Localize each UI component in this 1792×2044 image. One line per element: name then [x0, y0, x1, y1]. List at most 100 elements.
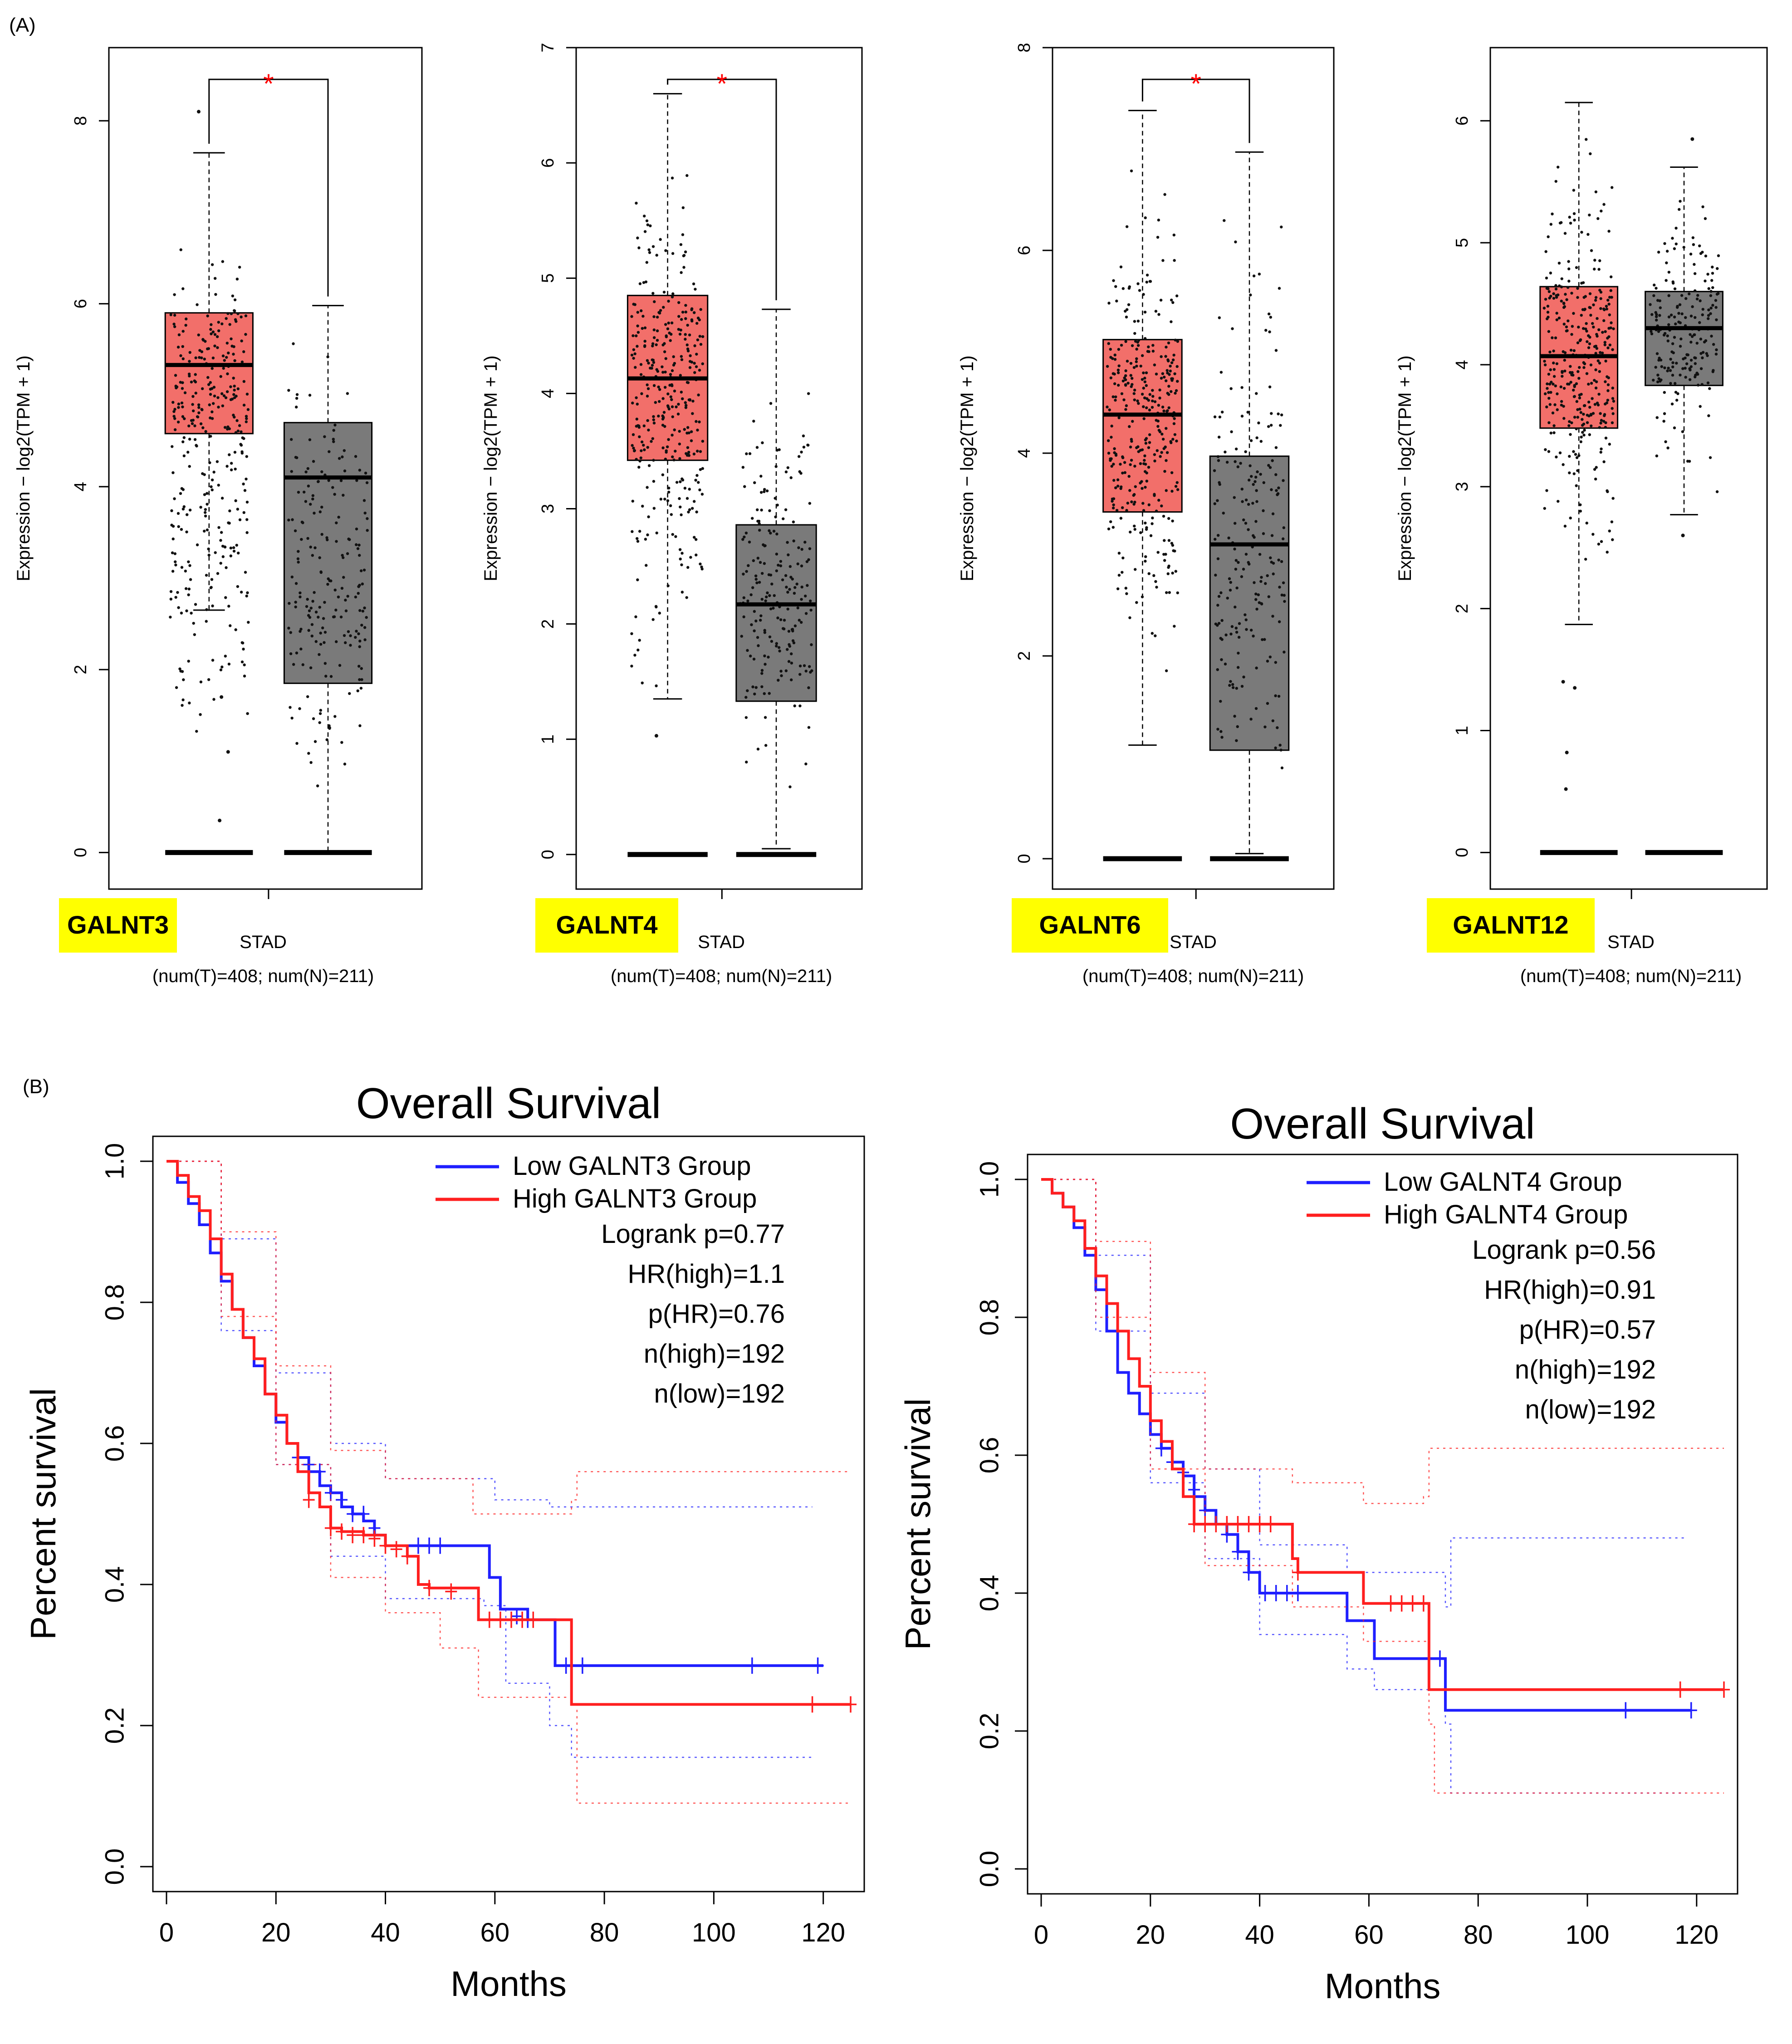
tumor-point: [1549, 271, 1552, 275]
tumor-point: [1581, 430, 1584, 434]
tumor-point: [1162, 409, 1165, 413]
x-tick-label: 80: [590, 1918, 619, 1947]
tumor-point: [1606, 490, 1609, 494]
censor-mark: [1718, 1681, 1730, 1698]
normal-point: [809, 670, 812, 674]
tumor-point: [220, 497, 224, 500]
normal-point: [807, 686, 810, 689]
normal-point: [1233, 496, 1236, 499]
tumor-point: [198, 356, 201, 359]
normal-point: [790, 678, 793, 681]
tumor-point: [216, 572, 220, 575]
normal-point: [308, 438, 312, 441]
x-axis-label: Months: [1325, 1966, 1441, 2006]
tumor-point: [224, 655, 227, 658]
tumor-point: [693, 311, 696, 314]
normal-point: [746, 649, 749, 652]
normal-point: [322, 617, 325, 620]
tumor-point: [640, 449, 643, 452]
normal-point: [1280, 560, 1283, 563]
tumor-point: [684, 333, 687, 336]
tumor-point: [191, 422, 194, 425]
tumor-point: [1133, 500, 1136, 504]
normal-point: [1282, 479, 1285, 482]
tumor-point: [1600, 447, 1603, 450]
normal-point: [1254, 592, 1258, 596]
tumor-point: [1143, 377, 1146, 380]
normal-point: [1282, 526, 1286, 529]
tumor-point: [240, 591, 243, 594]
normal-point: [300, 538, 303, 541]
tumor-point: [1119, 487, 1122, 490]
tumor-point: [1543, 360, 1546, 363]
tumor-point: [1139, 462, 1142, 465]
normal-point: [1650, 313, 1654, 316]
tumor-point: [1175, 294, 1179, 298]
tumor-point: [225, 465, 229, 468]
tumor-point: [1581, 418, 1584, 421]
tumor-point: [195, 444, 198, 447]
tumor-point: [1559, 385, 1562, 389]
censor-mark: [357, 1527, 370, 1544]
tumor-point: [1577, 454, 1581, 457]
tumor-point: [1596, 317, 1599, 320]
normal-point: [745, 570, 748, 573]
tumor-point: [1141, 392, 1144, 396]
normal-point: [758, 522, 761, 525]
normal-point: [295, 456, 299, 460]
tumor-point: [684, 310, 687, 314]
normal-point: [311, 497, 314, 501]
y-tick-label: 6: [539, 158, 558, 168]
stat-label: n(high)=192: [644, 1339, 785, 1369]
tumor-point: [659, 238, 662, 241]
tumor-point: [649, 224, 652, 228]
tumor-point: [1563, 232, 1567, 235]
normal-point: [1271, 512, 1275, 515]
tumor-point: [641, 504, 644, 508]
tumor-point: [1595, 380, 1598, 383]
tumor-point: [1572, 450, 1575, 453]
censor-mark: [1292, 1585, 1304, 1601]
tumor-point: [235, 543, 238, 547]
tumor-point: [1143, 470, 1147, 473]
normal-point: [319, 643, 323, 646]
tumor-point: [1136, 341, 1139, 344]
tumor-point: [1552, 431, 1556, 435]
significance-bracket: [1141, 78, 1250, 143]
normal-point: [1274, 694, 1277, 698]
normal-point: [748, 540, 751, 544]
tumor-point: [244, 571, 247, 574]
tumor-point: [1593, 468, 1596, 471]
tumor-point: [1169, 440, 1172, 443]
normal-point: [1650, 332, 1654, 336]
tumor-point: [225, 390, 229, 393]
tumor-point: [1144, 559, 1147, 563]
normal-point: [788, 785, 792, 788]
tumor-point: [1611, 386, 1614, 390]
tumor-point: [1547, 421, 1551, 425]
tumor-point: [231, 294, 235, 298]
y-tick-label: 0.4: [974, 1575, 1004, 1612]
tumor-point: [187, 660, 190, 663]
tumor-point: [1107, 439, 1110, 442]
tumor-point: [1596, 334, 1599, 338]
tumor-point: [1602, 307, 1606, 311]
tumor-point: [223, 359, 226, 362]
normal-point: [1269, 556, 1272, 559]
tumor-point: [666, 584, 670, 587]
tumor-point: [1582, 366, 1586, 369]
tumor-point: [174, 596, 177, 599]
normal-point: [769, 402, 773, 405]
normal-point: [342, 556, 345, 559]
normal-point: [1271, 719, 1275, 723]
tumor-point: [209, 435, 212, 438]
normal-point: [1710, 334, 1713, 338]
tumor-point: [1567, 424, 1571, 427]
tumor-point: [656, 338, 659, 342]
tumor-point: [682, 254, 685, 258]
tumor-point: [1124, 378, 1127, 381]
tumor-point: [1155, 372, 1158, 376]
tumor-point: [1124, 374, 1127, 377]
normal-point: [297, 490, 300, 494]
